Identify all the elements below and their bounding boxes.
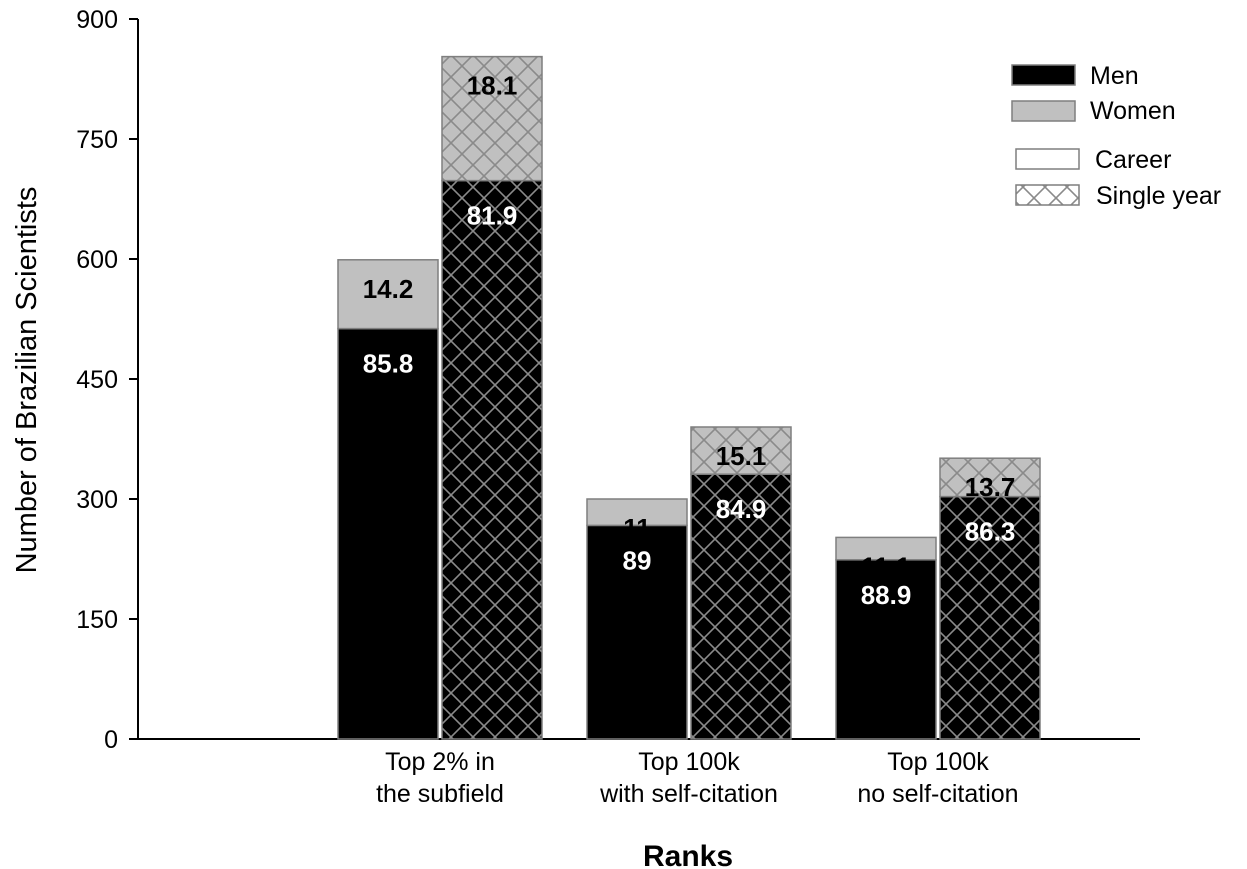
bar-women-single-year	[690, 426, 792, 475]
legend-swatch-men	[1011, 64, 1076, 86]
data-label-men: 85.8	[363, 349, 414, 379]
y-tick-label: 300	[76, 486, 118, 514]
bar-women-single-year	[939, 457, 1041, 498]
legend-label-women: Women	[1090, 97, 1176, 125]
data-label-women: 15.1	[716, 441, 767, 471]
data-label-men: 86.3	[965, 517, 1016, 547]
x-category-label-line1: Top 100k	[638, 748, 740, 776]
y-tick-label: 0	[104, 726, 118, 754]
legend: Men Women Career Single year	[1011, 62, 1221, 210]
y-tick-label: 750	[76, 126, 118, 154]
legend-swatch-career	[1015, 148, 1080, 170]
x-category-label-line2: the subfield	[376, 780, 504, 808]
legend-swatch-women	[1011, 100, 1076, 122]
legend-label-single-year: Single year	[1096, 182, 1221, 210]
y-tick-label: 900	[76, 6, 118, 34]
data-label-women: 14.2	[363, 274, 414, 304]
legend-label-career: Career	[1095, 146, 1171, 174]
y-tick-label: 150	[76, 606, 118, 634]
legend-swatch-single-year	[1015, 184, 1080, 206]
y-tick-label: 600	[76, 246, 118, 274]
data-label-women: 11	[623, 513, 651, 543]
data-label-men: 88.9	[861, 580, 912, 610]
bar-men-single-year	[690, 473, 792, 740]
bar-women-career	[835, 536, 937, 561]
x-category-label-line2: no self-citation	[857, 780, 1018, 808]
bar-women-single-year	[441, 55, 543, 182]
data-label-women: 18.1	[467, 71, 518, 101]
bar-men-single-year	[441, 179, 543, 740]
x-categories: Top 2% in the subfield Top 100k with self-c…	[376, 748, 1019, 808]
y-tick-label: 450	[76, 366, 118, 394]
x-category-label-line2: with self-citation	[599, 780, 778, 808]
bar-men-single-year	[939, 495, 1041, 740]
data-label-men: 84.9	[716, 494, 767, 524]
y-ticks: 0 150 300 450 600 750 900	[76, 6, 138, 754]
bar-men-career	[586, 524, 688, 740]
x-category-label-line1: Top 100k	[887, 748, 989, 776]
x-category-label-line1: Top 2% in	[385, 748, 495, 776]
data-label-men: 81.9	[467, 201, 518, 231]
y-axis-title: Number of Brazilian Scientists	[11, 187, 43, 574]
bar-women-career	[337, 259, 439, 330]
x-axis-title: Ranks	[643, 840, 733, 869]
legend-label-men: Men	[1090, 62, 1139, 90]
data-label-women: 13.7	[965, 472, 1016, 502]
data-label-men: 89	[623, 545, 652, 575]
bar-men-career	[337, 327, 439, 740]
data-label-women: 11.1	[861, 551, 910, 581]
bar-women-career	[586, 498, 688, 527]
